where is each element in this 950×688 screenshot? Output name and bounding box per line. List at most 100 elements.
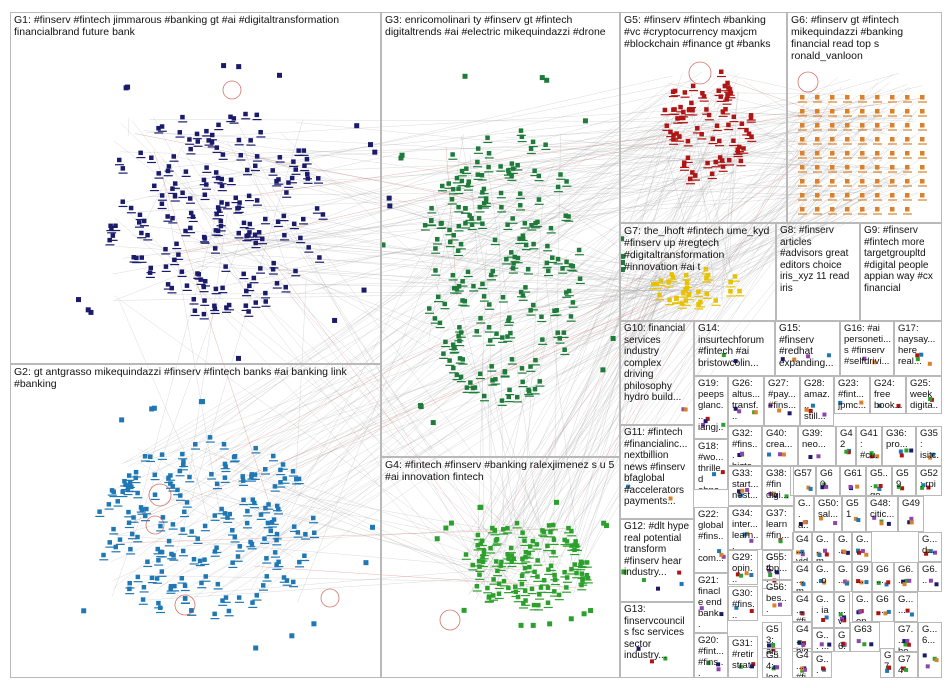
group-label-ga2: G... m... bbox=[816, 534, 830, 562]
edge bbox=[474, 126, 740, 558]
node bbox=[699, 131, 704, 137]
node bbox=[545, 243, 550, 249]
node bbox=[845, 123, 850, 128]
node bbox=[572, 542, 577, 548]
node bbox=[562, 347, 567, 352]
node bbox=[727, 88, 733, 93]
group-panel-g25: G25: week digita... bbox=[906, 376, 942, 414]
node bbox=[253, 300, 259, 305]
node bbox=[281, 575, 287, 580]
node bbox=[800, 207, 805, 212]
edge bbox=[244, 97, 923, 197]
edge bbox=[218, 93, 715, 556]
node bbox=[905, 179, 910, 184]
group-panel-g53: G53: ai... bbox=[762, 622, 782, 658]
edge bbox=[202, 141, 498, 230]
node bbox=[460, 279, 465, 284]
node bbox=[830, 165, 835, 170]
edge bbox=[161, 171, 222, 521]
node bbox=[928, 578, 933, 583]
node bbox=[466, 179, 472, 184]
node bbox=[716, 667, 721, 672]
node bbox=[896, 403, 901, 408]
node bbox=[247, 283, 252, 289]
node bbox=[456, 204, 461, 210]
node bbox=[846, 450, 851, 455]
edge bbox=[671, 143, 726, 288]
group-label-g37: G37: learn #fin... bbox=[766, 508, 790, 541]
node bbox=[717, 155, 723, 160]
node bbox=[246, 309, 251, 314]
node bbox=[145, 559, 150, 564]
node bbox=[311, 621, 317, 627]
group-label-g27: G27: #pay... #fins... bbox=[768, 378, 796, 411]
node bbox=[127, 586, 132, 592]
node bbox=[514, 520, 520, 526]
node bbox=[171, 154, 176, 159]
node bbox=[209, 471, 214, 477]
node bbox=[538, 585, 544, 590]
node bbox=[901, 579, 906, 584]
edge bbox=[233, 113, 822, 258]
group-label-gd4: G... ... bbox=[816, 654, 829, 677]
node bbox=[735, 147, 740, 152]
edge bbox=[268, 177, 889, 456]
node bbox=[540, 337, 545, 342]
node bbox=[920, 151, 925, 156]
node bbox=[719, 612, 724, 617]
node bbox=[192, 308, 198, 313]
node bbox=[263, 290, 268, 296]
node bbox=[499, 398, 505, 403]
node bbox=[522, 221, 528, 226]
node bbox=[684, 280, 690, 285]
node bbox=[222, 461, 228, 467]
node bbox=[845, 207, 850, 212]
edge bbox=[475, 168, 809, 570]
group-label-gb5: G6... bbox=[898, 564, 914, 586]
group-panel-g15: G15: #finserv #redhat expanding... bbox=[775, 321, 840, 376]
group-panel-g50: G50: sal... bbox=[814, 496, 842, 532]
group-label-g5: G5: #finserv #fintech #banking #vc #cryp… bbox=[624, 14, 771, 50]
node bbox=[235, 554, 241, 559]
edge bbox=[114, 289, 720, 301]
node bbox=[823, 548, 828, 553]
node bbox=[501, 527, 506, 532]
edge bbox=[124, 131, 668, 463]
group-panel-g21: G21: finacle end bank... bbox=[694, 573, 728, 633]
group-panel-g63: G63 bbox=[850, 622, 880, 652]
node bbox=[212, 246, 218, 251]
node bbox=[236, 64, 242, 70]
edge bbox=[487, 167, 718, 559]
node bbox=[435, 294, 441, 300]
node bbox=[800, 137, 805, 142]
edge bbox=[172, 128, 720, 256]
node bbox=[433, 246, 438, 251]
edge bbox=[486, 162, 736, 274]
node bbox=[905, 193, 910, 198]
node bbox=[749, 538, 754, 543]
node bbox=[507, 315, 512, 320]
edge bbox=[153, 150, 271, 507]
group-label-ga7: G... bbox=[838, 564, 849, 586]
node bbox=[541, 577, 547, 583]
node bbox=[876, 611, 881, 616]
node bbox=[920, 95, 925, 100]
node bbox=[671, 137, 676, 142]
group-label-g57: G57 bbox=[794, 468, 812, 479]
edge bbox=[149, 119, 893, 123]
node bbox=[511, 556, 516, 561]
group-panel-g31: G31: #retir strat... bbox=[728, 636, 758, 678]
node bbox=[486, 325, 492, 330]
edge bbox=[174, 79, 698, 186]
node bbox=[434, 536, 440, 542]
node bbox=[920, 179, 925, 184]
edge bbox=[284, 90, 679, 180]
node bbox=[674, 295, 679, 301]
node bbox=[753, 410, 758, 415]
edge bbox=[432, 154, 877, 211]
node bbox=[454, 286, 460, 291]
node bbox=[111, 526, 116, 532]
node bbox=[225, 515, 230, 520]
node bbox=[545, 585, 551, 590]
node bbox=[777, 408, 782, 413]
